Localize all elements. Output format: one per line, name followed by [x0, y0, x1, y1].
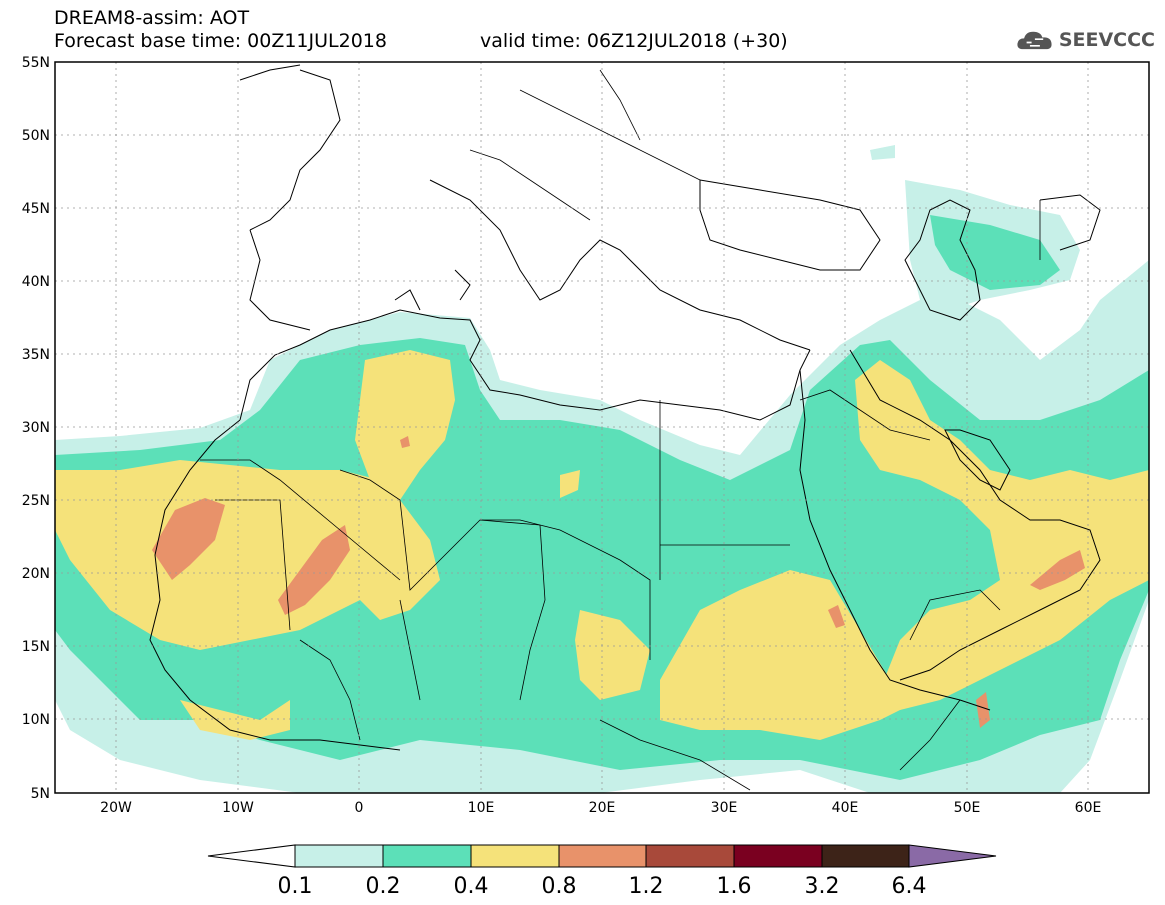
lat-label-55n: 55N — [22, 55, 50, 71]
colorbar-swatch-7 — [821, 844, 910, 868]
lon-label-20e: 20E — [589, 800, 616, 816]
contour-0.8-oman — [1030, 550, 1085, 590]
lat-label-5n: 5N — [31, 786, 50, 802]
colorbar-label-1.6: 1.6 — [717, 874, 752, 899]
lon-labels: 20W 10W 0 10E 20E 30E 40E 50E 60E — [100, 800, 1101, 816]
valid-time: valid time: 06Z12JUL2018 (+30) — [480, 30, 788, 52]
contour-0.4-arabia — [855, 360, 1149, 710]
contour-0.8-mauritania — [152, 498, 225, 580]
lat-label-40n: 40N — [22, 274, 50, 290]
colorbar-swatch-6 — [733, 844, 823, 868]
logo-text: SEEVCCC — [1058, 29, 1155, 51]
cloud-icon — [1017, 31, 1052, 50]
lat-label-45n: 45N — [22, 201, 50, 217]
lat-label-30n: 30N — [22, 420, 50, 436]
lon-label-40e: 40E — [832, 800, 859, 816]
colorbar-label-0.1: 0.1 — [278, 874, 313, 899]
lon-label-60e: 60E — [1075, 800, 1102, 816]
lon-label-30e: 30E — [711, 800, 738, 816]
seevccc-logo: SEEVCCC — [1015, 24, 1155, 56]
lat-label-25n: 25N — [22, 493, 50, 509]
lat-label-20n: 20N — [22, 566, 50, 582]
contour-0.4-cameroon — [180, 700, 290, 740]
coastlines — [149, 64, 1101, 751]
lon-label-10e: 10E — [468, 800, 495, 816]
grid-lines — [55, 62, 1149, 793]
contour-0.8-algeria — [400, 436, 410, 448]
colorbar-label-0.4: 0.4 — [454, 874, 489, 899]
lon-label-50e: 50E — [954, 800, 981, 816]
lat-label-35n: 35N — [22, 347, 50, 363]
lat-label-10n: 10N — [22, 712, 50, 728]
colorbar-swatch-2 — [382, 844, 472, 868]
lon-label-10w: 10W — [222, 800, 254, 816]
contour-0.4-sahel — [575, 610, 650, 700]
borders — [200, 69, 1041, 791]
contour-0.1-blackseafringe — [870, 145, 895, 160]
colorbar-label-0.2: 0.2 — [366, 874, 401, 899]
colorbar-labels: 0.1 0.2 0.4 0.8 1.2 1.6 3.2 6.4 — [278, 874, 927, 899]
colorbar-swatch-5 — [645, 844, 735, 868]
colorbar-label-3.2: 3.2 — [805, 874, 840, 899]
contour-0.4-egypt — [560, 470, 580, 498]
contour-0.4-sudan — [660, 570, 920, 740]
colorbar-low-arrow — [207, 844, 296, 868]
map-frame — [54, 61, 1150, 794]
colorbar-label-0.8: 0.8 — [542, 874, 577, 899]
lon-label-0: 0 — [355, 800, 364, 816]
colorbar-label-1.2: 1.2 — [629, 874, 664, 899]
lon-label-20w: 20W — [100, 800, 132, 816]
colorbar-swatch-3 — [470, 844, 560, 868]
forecast-base-time: Forecast base time: 00Z11JUL2018 — [54, 30, 387, 52]
colorbar-swatch-4 — [558, 844, 647, 868]
colorbar-swatch-1 — [294, 844, 384, 868]
colorbar — [207, 844, 997, 868]
colorbar-label-6.4: 6.4 — [892, 874, 927, 899]
contour-0.8-mali — [278, 525, 350, 615]
lat-labels: 55N 50N 45N 40N 35N 30N 25N 20N 15N 10N … — [22, 55, 50, 802]
map-title: DREAM8-assim: AOT — [54, 7, 250, 29]
aot-contours — [55, 64, 1149, 793]
contour-0.4-west — [55, 460, 440, 650]
lat-label-50n: 50N — [22, 128, 50, 144]
contour-0.8-eritrea — [828, 605, 845, 628]
lat-label-15n: 15N — [22, 639, 50, 655]
colorbar-high-arrow — [908, 844, 997, 868]
contour-0.4-algeria — [355, 350, 455, 500]
